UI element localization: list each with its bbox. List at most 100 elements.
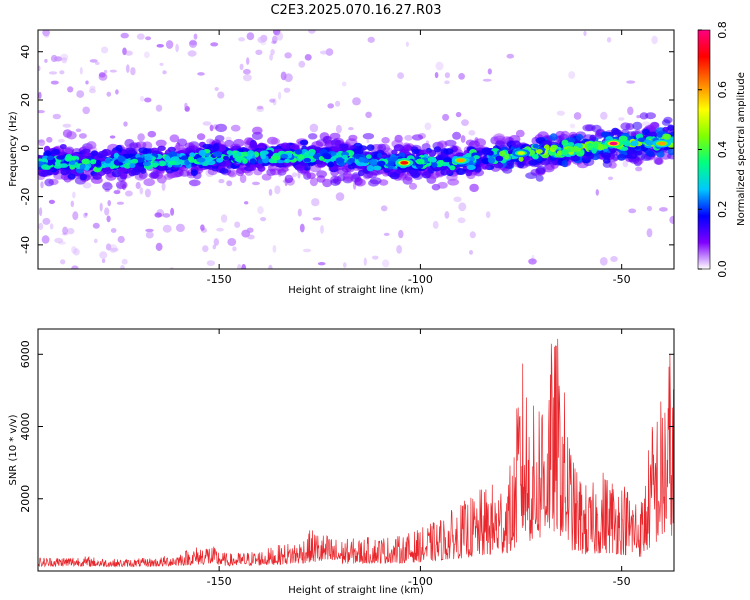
spectrogram-ridge-blob (249, 158, 257, 165)
spectrogram-background-blob (218, 178, 225, 184)
spectrogram-background-blob (618, 117, 625, 121)
spectrogram-y-ticks: -40 -20 0 20 40 (19, 45, 674, 254)
spectrogram-background-blob (622, 160, 629, 168)
spectrogram-background-blob (308, 30, 316, 34)
spectrogram-ridge-blob (433, 146, 442, 153)
spectrogram-background-blob (641, 121, 651, 126)
spectrogram-background-blob (54, 237, 64, 244)
spectrogram-background-blob (175, 43, 179, 53)
spectrogram-ridge-blob (642, 128, 650, 136)
spectrogram-background-blob (197, 72, 205, 76)
spectrogram-background-blob (49, 223, 54, 230)
snr-y-tick-label: 4000 (19, 413, 32, 441)
spectrogram-ridge-blob (260, 153, 266, 160)
spectrogram-ridge-blob (656, 150, 665, 158)
spectrogram-ridge-blob (449, 165, 456, 171)
spectrogram-background-blob (162, 224, 172, 233)
spectrogram-ridge-blob (66, 131, 77, 140)
spectrogram-ridge-blob (170, 156, 180, 161)
spectrogram-ridge-blob (59, 144, 67, 150)
spectrogram-ridge-blob (535, 149, 543, 154)
spectrogram-background-blob (85, 80, 89, 85)
spectrogram-background-blob (239, 63, 244, 70)
spectrogram-background-blob (39, 207, 43, 217)
spectrogram-ridge-blob (437, 140, 448, 149)
spectrogram-ridge-blob (504, 154, 510, 160)
spectrogram-ridge-blob (612, 129, 622, 136)
spectrogram-background-blob (568, 71, 576, 79)
spectrogram-ridge-blob (104, 159, 112, 164)
spectrogram-background-blob (135, 181, 141, 190)
spectrogram-background-blob (137, 133, 145, 142)
spectrogram-background-blob (38, 222, 44, 230)
spectrogram-background-blob (155, 242, 163, 251)
spectrogram-ridge-blob (330, 178, 341, 186)
spectrogram-background-blob (444, 211, 450, 219)
spectrogram-ridge-blob (335, 157, 345, 164)
spectrogram-ridge-blob (428, 149, 437, 157)
spectrogram-ridge-blob (602, 152, 611, 160)
spectrogram-background-blob (202, 245, 209, 253)
spectrogram-ridge-blob (567, 142, 575, 147)
spectrogram-y-axis-label: Frequency (Hz) (8, 111, 19, 187)
spectrogram-background-blob (606, 37, 612, 43)
spectrogram-background-blob (67, 86, 74, 93)
spectrogram-y-tick-label: 0 (19, 145, 32, 152)
spectrogram-background-blob (139, 187, 144, 195)
chart-title: C2E3.2025.070.16.27.R03 (270, 3, 441, 18)
spectrogram-background-blob (226, 180, 233, 187)
spectrogram-ridge-blob (65, 155, 73, 162)
spectrogram-background-blob (444, 80, 450, 85)
spectrogram-ridge-blob (596, 143, 605, 151)
spectrogram-background-blob (252, 181, 260, 186)
spectrogram-background-blob (246, 57, 250, 65)
spectrogram-ridge-blob (132, 165, 143, 173)
spectrogram-background-blob (115, 89, 119, 95)
spectrogram-background-blob (278, 91, 282, 100)
spectrogram-heatmap (38, 30, 674, 269)
spectrogram-ridge-blob (408, 182, 418, 190)
spectrogram-ridge-blob (528, 159, 539, 166)
snr-y-ticks: 2000 4000 6000 (19, 340, 674, 513)
spectrogram-ridge-blob (354, 177, 363, 186)
spectrogram-ridge-blob (373, 165, 382, 171)
spectrogram-background-blob (145, 228, 154, 233)
spectrogram-background-blob (52, 113, 61, 120)
spectrogram-background-blob (123, 121, 128, 127)
spectrogram-ridge-blob (532, 143, 540, 149)
snr-x-axis-label: Height of straight line (km) (288, 585, 424, 596)
spectrogram-background-blob (269, 98, 276, 103)
spectrogram-ridge-blob (216, 157, 224, 163)
spectrogram-background-blob (106, 215, 111, 223)
spectrogram-background-blob (99, 251, 108, 259)
snr-x-tick-label: -50 (613, 575, 631, 588)
spectrogram-background-blob (72, 191, 76, 199)
spectrogram-background-blob (48, 71, 58, 75)
spectrogram-ridge-blob (89, 159, 97, 165)
spectrogram-ridge-blob (318, 156, 325, 161)
spectrogram-background-blob (117, 235, 125, 244)
snr-x-tick-label: -100 (408, 575, 433, 588)
spectrogram-ridge-blob (144, 154, 153, 161)
spectrogram-ridge-blob (164, 155, 171, 161)
spectrogram-background-blob (469, 231, 476, 239)
spectrogram-ridge-blob (188, 179, 201, 187)
spectrogram-ridge-blob (142, 161, 151, 167)
spectrogram-background-blob (95, 61, 100, 65)
spectrogram-background-blob (455, 111, 462, 118)
spectrogram-background-blob (41, 235, 50, 244)
snr-panel: -150 -100 -50 2000 4000 6000 Height of strai… (8, 328, 675, 596)
spectrogram-ridge-blob (115, 180, 128, 190)
spectrogram-ridge-blob (43, 150, 52, 158)
spectrogram-background-blob (101, 46, 109, 54)
spectrogram-background-blob (71, 265, 79, 269)
spectrogram-background-blob (120, 32, 129, 39)
spectrogram-background-blob (104, 207, 110, 216)
spectrogram-ridge-blob (202, 143, 213, 150)
spectrogram-background-blob (241, 263, 247, 269)
spectrogram-ridge-blob (158, 161, 166, 167)
spectrogram-ridge-blob (618, 135, 628, 142)
spectrogram-ridge-blob (653, 156, 663, 165)
spectrogram-ridge-blob (184, 159, 190, 166)
spectrogram-background-blob (237, 264, 242, 269)
